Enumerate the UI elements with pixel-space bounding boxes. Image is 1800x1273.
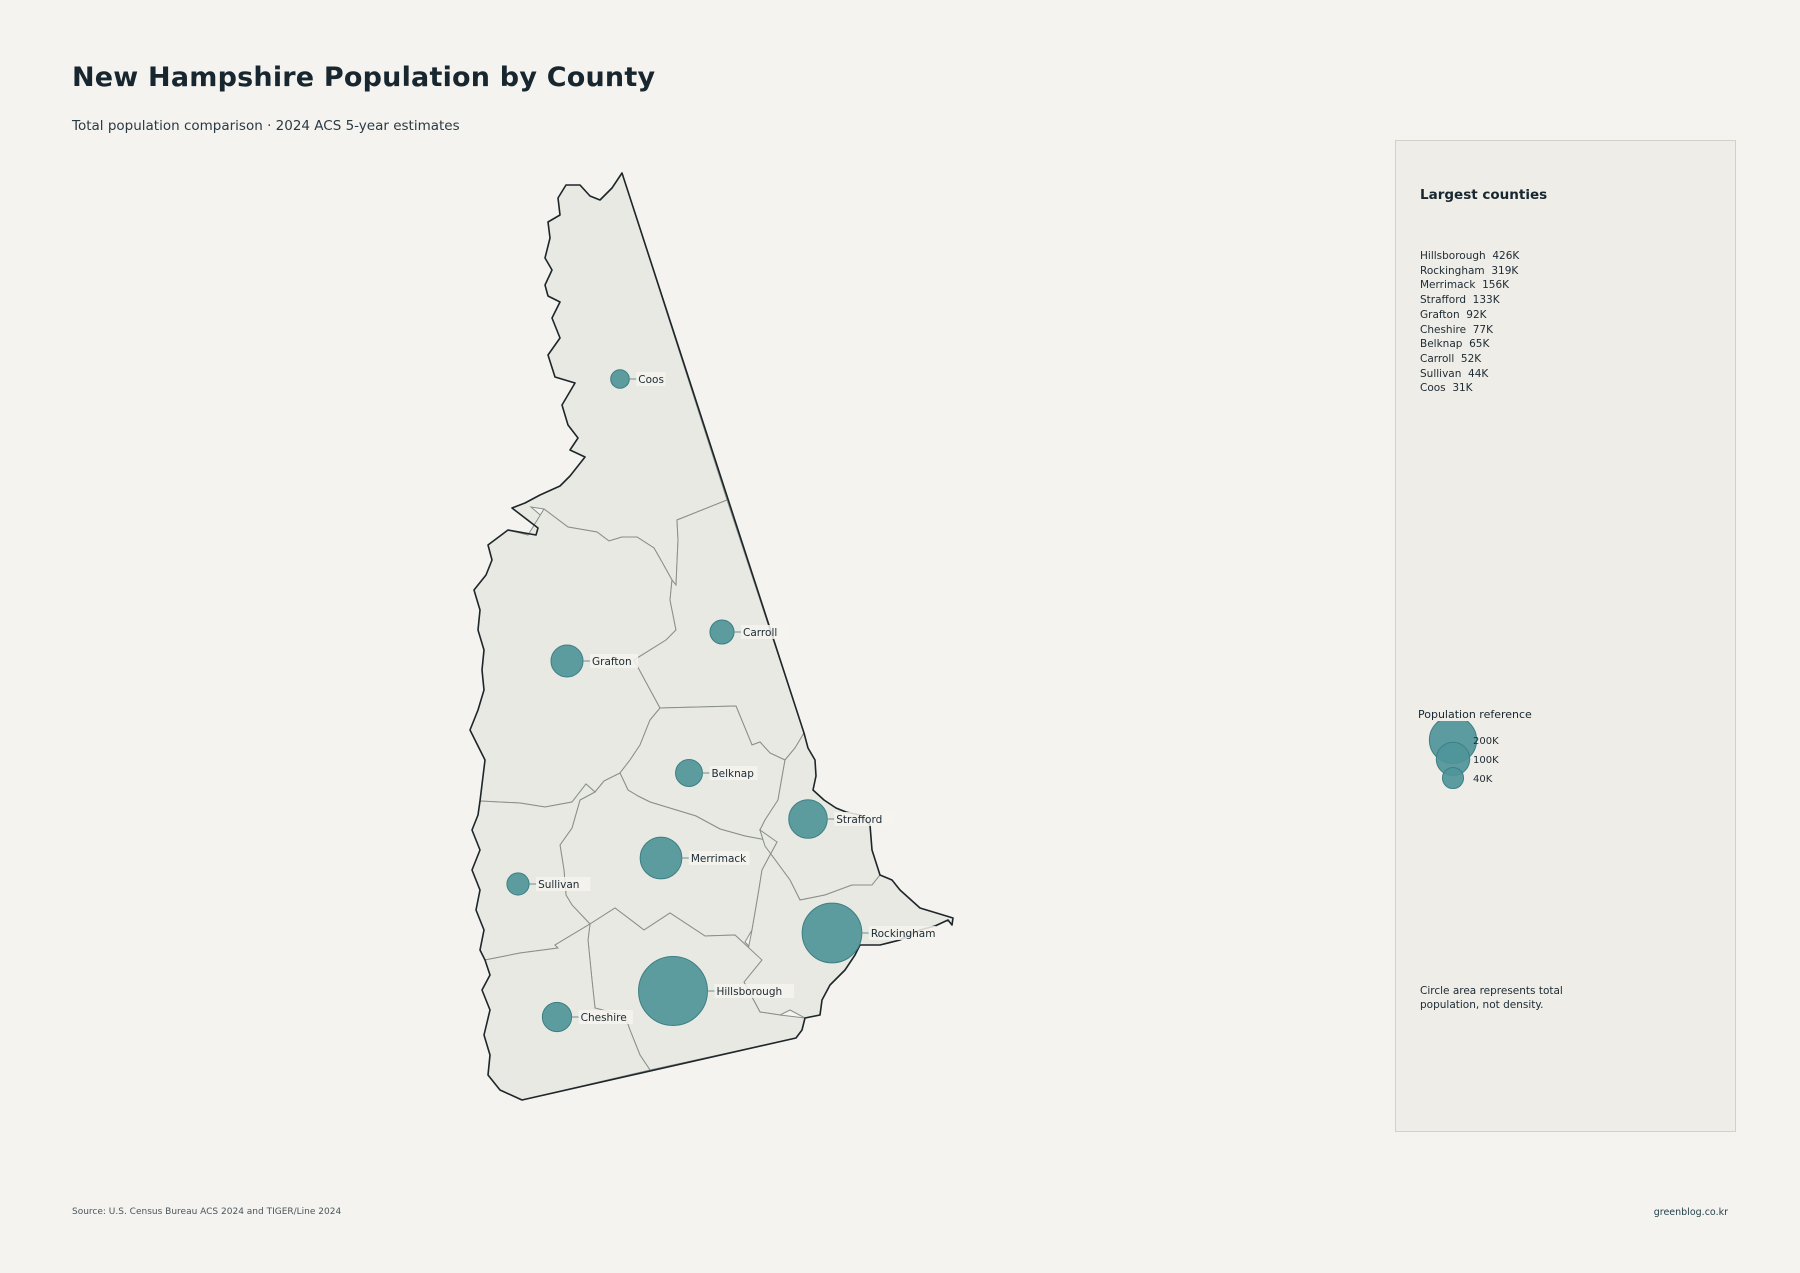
county-label: Belknap: [711, 768, 754, 780]
reference-title: Population reference: [1418, 708, 1532, 721]
county-label: Hillsborough: [716, 986, 782, 998]
label-background: [868, 926, 936, 940]
bubble-layer: Coos Carroll Grafton Belknap Strafford Merrim…: [506, 369, 936, 1033]
label-background: [578, 1010, 634, 1024]
county-label: Grafton: [592, 656, 632, 668]
ranking-list: Hillsborough 426K Rockingham 319K Merrim…: [1420, 249, 1519, 396]
county-label: Sullivan: [538, 879, 579, 891]
label-background: [590, 654, 639, 668]
panel-title: Largest counties: [1420, 187, 1548, 203]
label-background: [688, 851, 750, 865]
reference-bubble-40k: [1441, 766, 1465, 790]
ranking-item: Cheshire 77K: [1420, 323, 1493, 336]
label-background: [536, 877, 591, 891]
county-marker-hillsborough: Hillsborough: [638, 956, 795, 1026]
reference-label: 40K: [1473, 774, 1493, 785]
population-bubble: [550, 644, 584, 678]
county-marker-strafford: Strafford: [788, 799, 895, 839]
ranking-item: Strafford 133K: [1420, 294, 1500, 307]
label-background: [709, 766, 758, 780]
ranking-item: Grafton 92K: [1420, 308, 1487, 321]
ranking-item: Merrimack 156K: [1420, 279, 1510, 292]
county-label: Merrimack: [691, 853, 747, 865]
county-marker-sullivan: Sullivan: [506, 872, 591, 896]
population-bubble: [639, 836, 683, 880]
label-background: [714, 984, 795, 998]
reference-label: 100K: [1473, 755, 1499, 766]
county-marker-merrimack: Merrimack: [639, 836, 750, 880]
label-background: [636, 372, 666, 386]
county-label: Cheshire: [581, 1012, 627, 1024]
population-bubble: [541, 1001, 573, 1033]
reference-legend: 200K 100K 40K: [1428, 721, 1499, 790]
source-note: Source: U.S. Census Bureau ACS 2024 and …: [72, 1207, 342, 1217]
page-subtitle: Total population comparison · 2024 ACS 5…: [72, 118, 460, 134]
county-label: Strafford: [836, 814, 882, 826]
county-label: Coos: [638, 374, 664, 386]
ranking-item: Coos 31K: [1420, 382, 1473, 395]
reference-label: 200K: [1473, 736, 1499, 747]
county-marker-carroll: Carroll: [709, 619, 790, 645]
population-bubble: [638, 956, 708, 1026]
county-marker-grafton: Grafton: [550, 644, 639, 678]
population-bubble: [709, 619, 735, 645]
label-background: [741, 625, 790, 639]
population-bubble: [788, 799, 828, 839]
county-marker-belknap: Belknap: [675, 759, 758, 787]
state-outline: [469, 172, 954, 1101]
ranking-item: Hillsborough 426K: [1420, 250, 1520, 262]
population-bubble: [506, 872, 530, 896]
county-label: Carroll: [743, 627, 777, 639]
ranking-item: Rockingham 319K: [1420, 264, 1519, 277]
county-marker-coos: Coos: [610, 369, 666, 389]
population-bubble: [801, 902, 863, 964]
credit-link[interactable]: greenblog.co.kr: [1653, 1207, 1728, 1218]
panel-note: Circle area represents total population,…: [1420, 985, 1563, 1011]
summary-panel: Largest counties Hillsborough 426K Rocki…: [1395, 140, 1736, 1132]
label-background: [834, 812, 895, 826]
ranking-item: Belknap 65K: [1420, 338, 1490, 351]
ranking-item: Sullivan 44K: [1420, 367, 1489, 380]
population-bubble: [675, 759, 703, 787]
county-marker-cheshire: Cheshire: [541, 1001, 634, 1033]
county-label: Rockingham: [871, 928, 936, 940]
population-bubble: [610, 369, 630, 389]
ranking-item: Carroll 52K: [1420, 352, 1482, 365]
page-title: New Hampshire Population by County: [72, 62, 656, 93]
county-marker-rockingham: Rockingham: [801, 902, 936, 964]
